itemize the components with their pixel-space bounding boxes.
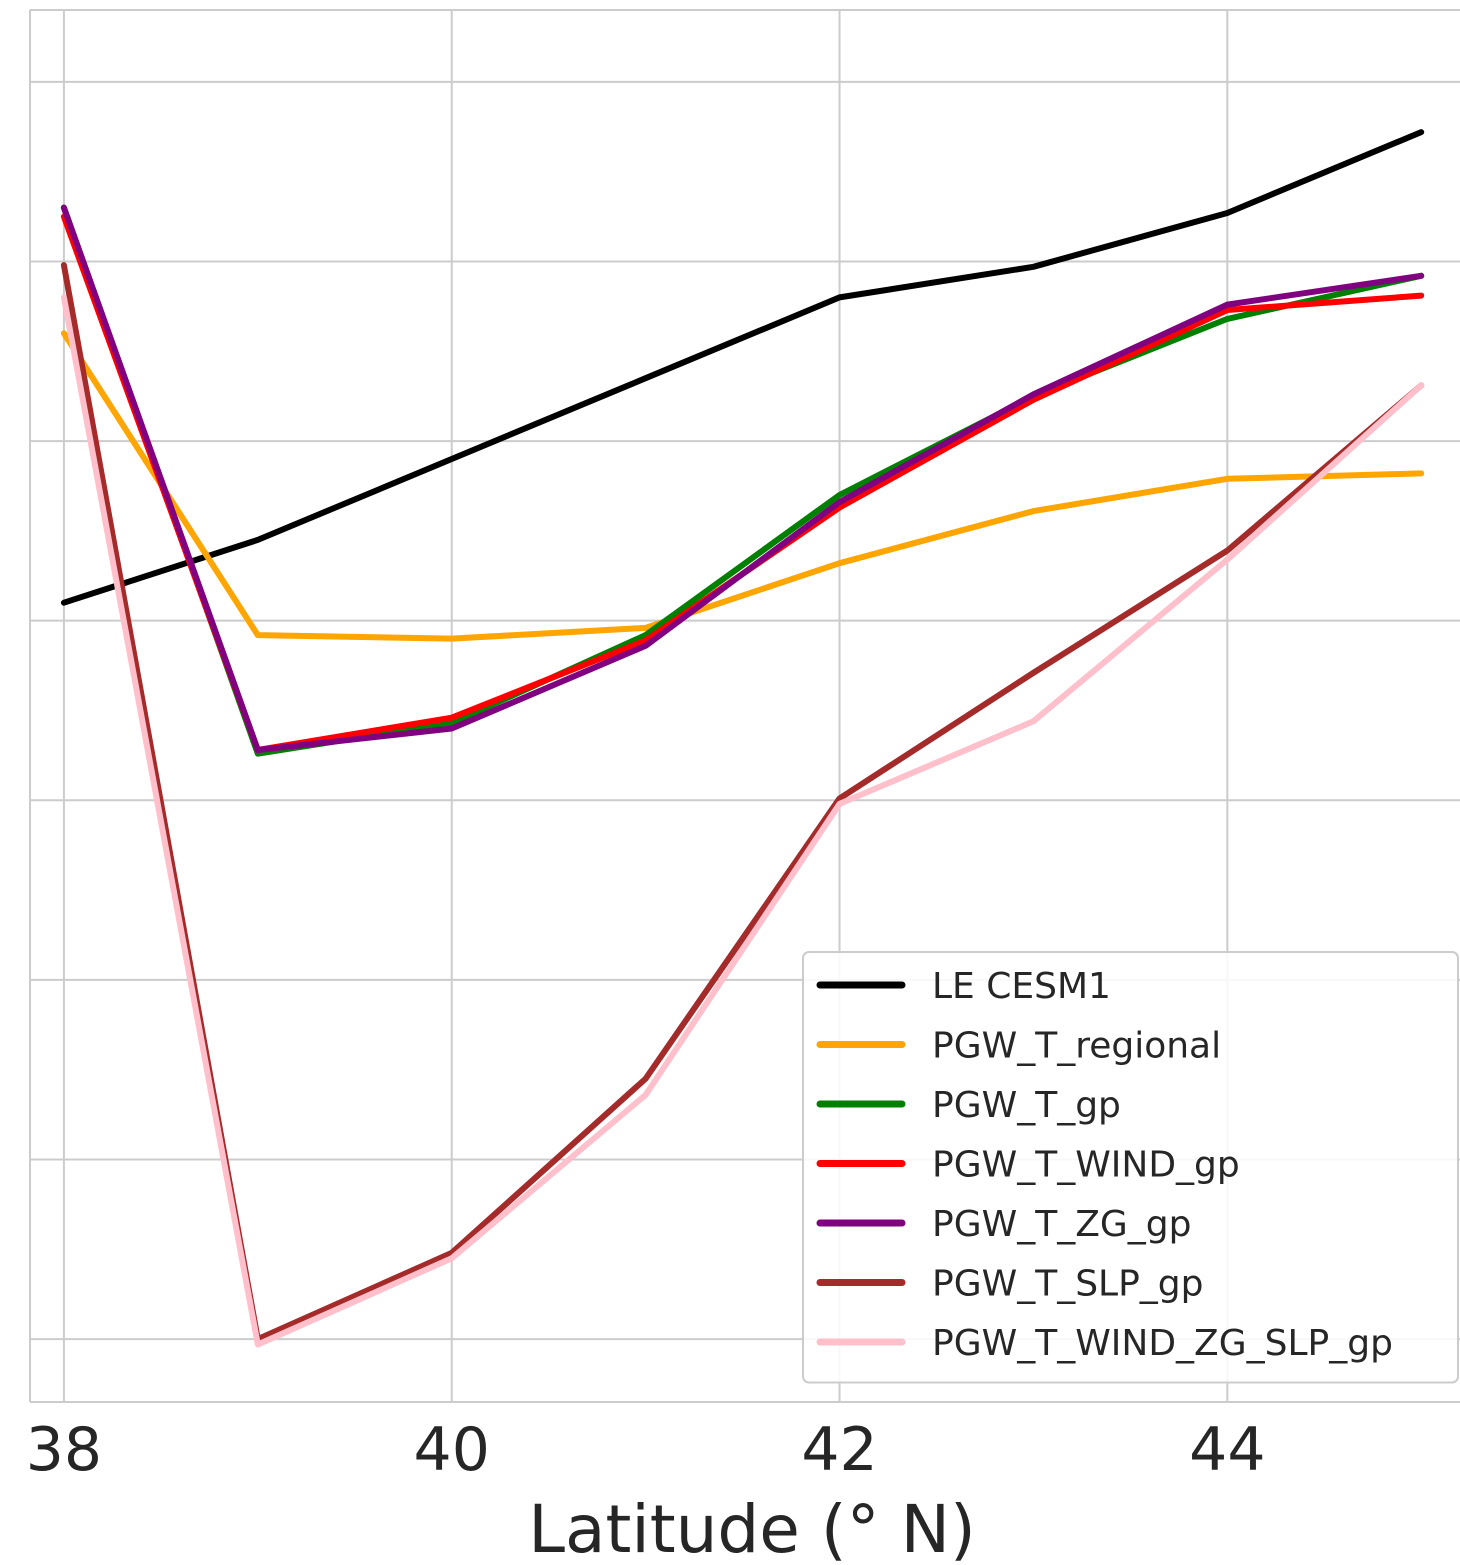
- series-line-pgw-t-zg-gp: [60, 204, 1425, 753]
- legend-item: PGW_T_SLP_gp: [816, 1264, 1204, 1305]
- x-tick-label: 42: [801, 1415, 877, 1485]
- legend-item: PGW_T_WIND_gp: [816, 1145, 1240, 1186]
- series-line-pgw-t-regional: [60, 330, 1425, 642]
- legend-label: PGW_T_ZG_gp: [932, 1204, 1191, 1245]
- series-line-pgw-t-wind-zg-slp-gp: [60, 294, 1425, 1348]
- series-line-le-cesm1: [60, 129, 1425, 606]
- x-tick-label: 44: [1189, 1415, 1265, 1485]
- legend-item: PGW_T_WIND_ZG_SLP_gp: [816, 1323, 1393, 1364]
- series-line-pgw-t-slp-gp: [60, 262, 1425, 1343]
- legend-label: PGW_T_SLP_gp: [932, 1264, 1204, 1305]
- legend-label: PGW_T_regional: [932, 1026, 1221, 1067]
- axes-frame: [29, 9, 1460, 1403]
- legend-label: PGW_T_WIND_gp: [932, 1145, 1240, 1186]
- x-axis-label: Latitude (° N): [528, 1491, 975, 1565]
- legend-item: LE CESM1: [816, 966, 1111, 1007]
- x-tick-labels: 38 40 42 44: [26, 1415, 1266, 1485]
- legend-item: PGW_T_gp: [816, 1085, 1121, 1126]
- legend-box: [802, 951, 1459, 1384]
- legend-label: LE CESM1: [932, 966, 1111, 1007]
- legend-item: PGW_T_regional: [816, 1026, 1221, 1067]
- legend-label: PGW_T_gp: [932, 1085, 1121, 1126]
- series-lines: [60, 129, 1425, 1348]
- legend-label: PGW_T_WIND_ZG_SLP_gp: [932, 1323, 1393, 1364]
- x-tick-label: 38: [26, 1415, 102, 1485]
- legend: LE CESM1 PGW_T_regional PGW_T_gp PGW_T_WIND…: [802, 951, 1459, 1384]
- legend-item: PGW_T_ZG_gp: [816, 1204, 1191, 1245]
- x-tick-label: 40: [414, 1415, 490, 1485]
